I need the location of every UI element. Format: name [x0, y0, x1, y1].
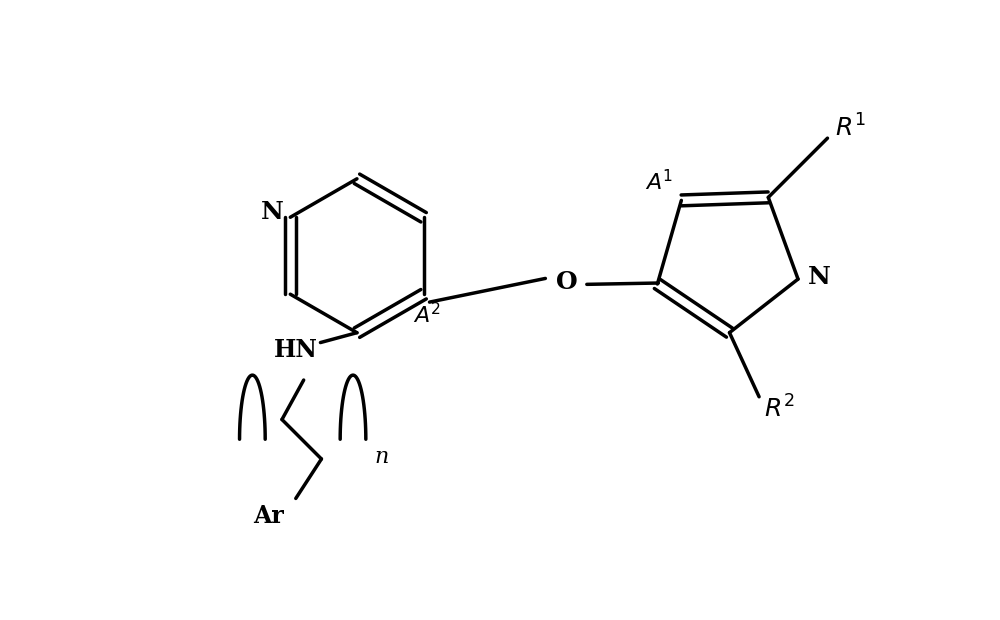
Text: N: N: [261, 200, 284, 224]
Text: $A^1$: $A^1$: [645, 170, 674, 195]
Text: HN: HN: [274, 339, 318, 363]
Text: O: O: [556, 270, 578, 294]
Text: $A^2$: $A^2$: [413, 303, 442, 329]
Text: Ar: Ar: [253, 504, 284, 528]
Text: n: n: [375, 446, 389, 468]
Text: $R^1$: $R^1$: [835, 115, 866, 142]
Text: $R^2$: $R^2$: [764, 395, 794, 422]
Text: N: N: [808, 265, 831, 289]
